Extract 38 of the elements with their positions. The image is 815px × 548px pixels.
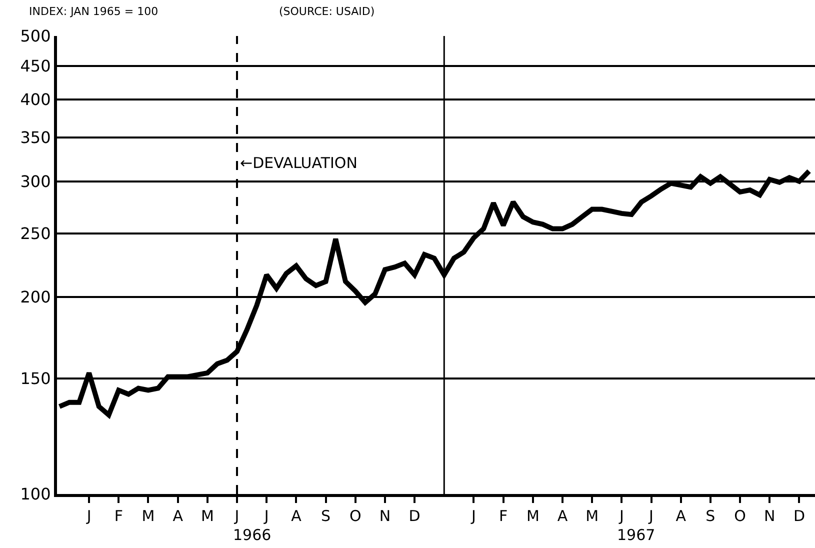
annotation: ←DEVALUATION bbox=[240, 154, 358, 172]
x-tick-label: N bbox=[379, 507, 391, 525]
y-axis-title: INDEX: JAN 1965 = 100 bbox=[29, 5, 158, 18]
x-tick-label: A bbox=[676, 507, 687, 525]
y-tick-label: 200 bbox=[20, 287, 51, 306]
y-tick-label: 400 bbox=[20, 90, 51, 110]
x-tick-label: A bbox=[172, 507, 184, 525]
x-tick-label: J bbox=[234, 507, 240, 525]
x-tick-label: O bbox=[734, 507, 746, 525]
x-tick-label: J bbox=[263, 507, 269, 525]
x-tick-label: M bbox=[526, 507, 540, 525]
y-tick-label: 500 bbox=[20, 26, 51, 46]
x-tick-label: D bbox=[793, 507, 805, 525]
x-tick-label: D bbox=[408, 507, 420, 525]
text: (SOURCE: USAID) bbox=[279, 5, 375, 18]
x-tick-label: M bbox=[200, 507, 214, 525]
x-tick-label: A bbox=[557, 507, 568, 525]
x-tick-label: F bbox=[499, 507, 508, 525]
text: 1967 bbox=[617, 526, 656, 544]
y-tick-label: 250 bbox=[20, 224, 51, 243]
y-tick-label: 150 bbox=[20, 369, 51, 388]
y-tick-label: 450 bbox=[20, 56, 51, 76]
x-tick-label: S bbox=[321, 507, 331, 525]
x-tick-label: O bbox=[349, 507, 362, 525]
x-tick-label: J bbox=[618, 507, 624, 525]
x-tick-label: A bbox=[291, 507, 302, 525]
x-tick-label: J bbox=[470, 507, 476, 525]
x-tick-label: F bbox=[114, 507, 123, 525]
x-tick-label: M bbox=[142, 507, 155, 525]
text: 1966 bbox=[233, 526, 272, 544]
x-tick-label: J bbox=[86, 507, 92, 525]
y-tick-label: 300 bbox=[20, 172, 51, 191]
y-tick-label: 350 bbox=[20, 128, 51, 148]
x-tick-label: J bbox=[648, 507, 654, 525]
x-tick-label: N bbox=[764, 507, 776, 525]
y-tick-label: 100 bbox=[20, 484, 51, 504]
x-tick-label: S bbox=[706, 507, 716, 525]
x-tick-label: M bbox=[586, 507, 599, 525]
